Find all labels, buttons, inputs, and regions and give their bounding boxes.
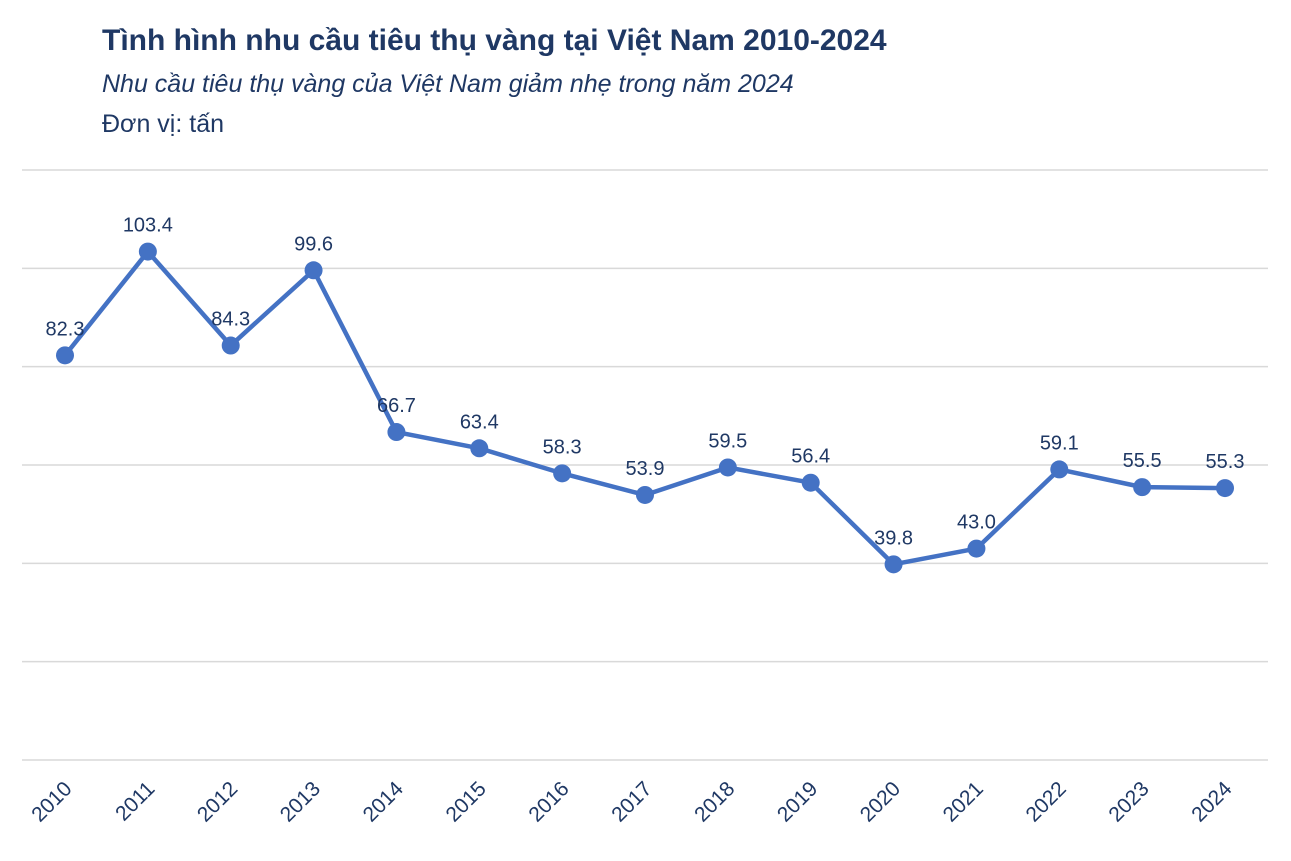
x-tick-label: 2021 — [939, 777, 988, 826]
x-tick-label: 2012 — [193, 777, 242, 826]
x-tick-label: 2024 — [1187, 777, 1237, 827]
data-point — [636, 485, 654, 504]
data-point — [553, 464, 572, 483]
x-tick-label: 2018 — [690, 777, 739, 826]
x-tick-label: 2017 — [607, 777, 656, 826]
data-point — [138, 242, 157, 261]
data-point — [1050, 460, 1069, 479]
data-point — [304, 261, 323, 280]
data-label: 84.3 — [211, 309, 250, 331]
data-point — [387, 423, 406, 442]
chart-subtitle: Nhu cầu tiêu thụ vàng của Việt Nam giảm … — [102, 70, 794, 98]
data-label: 55.3 — [1206, 451, 1245, 473]
data-label: 99.6 — [294, 233, 333, 255]
data-label: 39.8 — [874, 527, 913, 549]
data-label: 53.9 — [626, 458, 665, 480]
data-point — [967, 539, 986, 558]
data-point — [884, 555, 903, 574]
data-label: 58.3 — [543, 436, 582, 458]
x-tick-label: 2010 — [27, 777, 76, 826]
x-tick-label: 2022 — [1022, 777, 1071, 826]
data-point — [221, 336, 240, 355]
x-tick-label: 2015 — [442, 777, 491, 826]
series-line — [63, 249, 1226, 567]
data-point — [801, 473, 820, 492]
x-tick-label: 2019 — [773, 777, 822, 826]
chart-title: Tình hình nhu cầu tiêu thụ vàng tại Việt… — [102, 24, 887, 57]
data-label: 103.4 — [123, 215, 173, 237]
data-label: 56.4 — [791, 446, 830, 468]
x-tick-label: 2014 — [359, 777, 409, 827]
data-label: 59.5 — [708, 430, 747, 452]
x-tick-label: 2016 — [524, 777, 573, 826]
x-tick-label: 2020 — [856, 777, 905, 826]
data-point — [56, 346, 74, 365]
chart-unit: Đơn vị: tấn — [102, 110, 224, 138]
data-label: 63.4 — [460, 411, 499, 433]
x-tick-label: 2013 — [276, 777, 325, 826]
data-label: 55.5 — [1123, 450, 1162, 472]
data-label: 59.1 — [1040, 432, 1079, 454]
x-tick-label: 2011 — [111, 777, 159, 825]
data-point — [470, 439, 489, 458]
data-label: 82.3 — [46, 318, 85, 340]
data-point — [1133, 478, 1152, 497]
data-point — [1216, 479, 1234, 498]
data-label: 66.7 — [377, 395, 416, 417]
data-point — [718, 458, 737, 477]
x-tick-label: 2023 — [1104, 777, 1153, 826]
data-label: 43.0 — [957, 512, 996, 534]
